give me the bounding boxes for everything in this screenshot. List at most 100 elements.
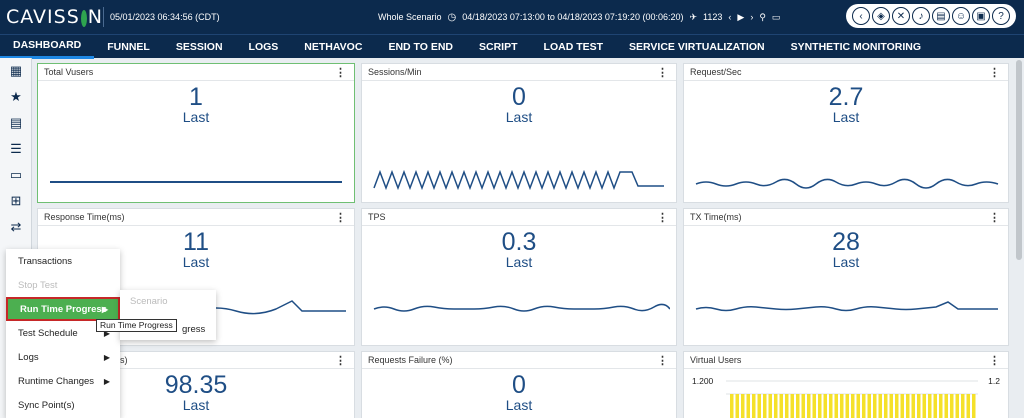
panel-request-sec[interactable]: Request/Sec ⋮ 2.7 Last [683, 63, 1009, 203]
calendar-icon[interactable]: ▭ [771, 11, 781, 22]
menu-item-label: Sync Point(s) [18, 399, 75, 411]
kebab-menu-icon[interactable]: ⋮ [335, 67, 346, 79]
panel-tps[interactable]: TPS ⋮ 0.3 Last [361, 208, 677, 346]
kebab-menu-icon[interactable]: ⋮ [335, 212, 346, 224]
kebab-menu-icon[interactable]: ⋮ [657, 212, 668, 224]
bar [966, 394, 970, 418]
sparkline [695, 301, 998, 312]
y-axis-right-label: 1.2 [988, 376, 1000, 386]
help-icon[interactable]: ? [992, 7, 1010, 25]
scenario-label[interactable]: Whole Scenario [378, 12, 442, 22]
bar [807, 394, 811, 418]
bar [955, 394, 959, 418]
submenu-arrow-icon: ▶ [101, 304, 108, 314]
bar [917, 394, 921, 418]
play-icon[interactable]: ▶ [737, 11, 745, 22]
tab-logs[interactable]: LOGS [248, 40, 279, 53]
menu-item-run-time-progress[interactable]: Run Time Progress ▶ [6, 297, 120, 321]
vertical-scrollbar[interactable] [1016, 60, 1022, 260]
bar [884, 394, 888, 418]
panel-title: s) [120, 355, 128, 365]
bar [939, 394, 943, 418]
panel-label: Last [832, 254, 860, 270]
kebab-menu-icon[interactable]: ⋮ [657, 355, 668, 367]
menu-item-label: Test Schedule [18, 327, 78, 339]
star-icon[interactable]: ★ [10, 89, 22, 104]
plane-icon: ✈ [689, 11, 698, 22]
bar [785, 394, 789, 418]
monitor-icon[interactable]: ▣ [972, 7, 990, 25]
tab-service-virtualization[interactable]: SERVICE VIRTUALIZATION [629, 40, 765, 53]
panel-title: Total Vusers [44, 67, 94, 77]
cross-icon[interactable]: ✕ [892, 7, 910, 25]
tab-script[interactable]: SCRIPT [479, 40, 518, 53]
menu-item-logs[interactable]: Logs ▶ [6, 345, 120, 369]
kebab-menu-icon[interactable]: ⋮ [335, 355, 346, 367]
tab-end-to-end[interactable]: END TO END [388, 40, 454, 53]
kebab-menu-icon[interactable]: ⋮ [989, 67, 1000, 79]
grid-icon[interactable]: ▦ [9, 63, 23, 78]
panel-label: Last [832, 109, 860, 125]
panel-title: Request/Sec [690, 67, 742, 77]
calendar-icon[interactable]: ▤ [9, 115, 23, 130]
top-icon-group: ‹ ◈ ✕ ♪ ▤ ☺ ▣ ? [846, 4, 1016, 28]
logo-o-icon [80, 9, 87, 27]
menu-item-transactions[interactable]: Transactions [6, 249, 120, 273]
panel-title: Virtual Users [690, 355, 742, 365]
time-range[interactable]: 04/18/2023 07:13:00 to 04/18/2023 07:19:… [462, 12, 684, 22]
drop-icon[interactable]: ◈ [872, 7, 890, 25]
panel-value: 0 [512, 371, 526, 399]
panel-requests-failure[interactable]: Requests Failure (%) ⋮ 0 Last [361, 351, 677, 418]
tab-funnel[interactable]: FUNNEL [107, 40, 150, 53]
panel-title: TPS [368, 212, 386, 222]
panel-virtual-users[interactable]: Virtual Users ⋮ 1.200 1.2 [683, 351, 1009, 418]
y-axis-left-label: 1.200 [692, 376, 714, 386]
panel-tx-time[interactable]: TX Time(ms) ⋮ 28 Last [683, 208, 1009, 346]
kebab-menu-icon[interactable]: ⋮ [989, 355, 1000, 367]
next-icon[interactable]: › [750, 12, 754, 22]
sparkline [373, 303, 670, 312]
menu-item-test-schedule[interactable]: Test Schedule ▶ [6, 321, 120, 345]
bar [834, 394, 838, 418]
panel-total-vusers[interactable]: Total Vusers ⋮ 1 Last [37, 63, 355, 203]
monitor-icon[interactable]: ▭ [9, 167, 23, 182]
bar [801, 394, 805, 418]
panel-label: Last [182, 254, 210, 270]
kebab-menu-icon[interactable]: ⋮ [989, 212, 1000, 224]
submenu-item-run-time-progress[interactable]: gress [182, 323, 206, 335]
bar [961, 394, 965, 418]
kebab-menu-icon[interactable]: ⋮ [657, 67, 668, 79]
bell-icon[interactable]: ♪ [912, 7, 930, 25]
clock-icon: ◷ [447, 11, 457, 23]
mail-icon[interactable]: ▤ [932, 7, 950, 25]
tab-load-test[interactable]: LOAD TEST [543, 40, 604, 53]
bar [763, 394, 767, 418]
panel-label: Last [505, 109, 533, 125]
user-icon[interactable]: ☺ [952, 7, 970, 25]
bar [922, 394, 926, 418]
current-datetime: 05/01/2023 06:34:56 (CDT) [110, 12, 220, 22]
menu-item-runtime-changes[interactable]: Runtime Changes ▶ [6, 369, 120, 393]
tab-session[interactable]: SESSION [175, 40, 223, 53]
transfer-icon[interactable]: ⇄ [10, 219, 22, 234]
context-menu: Transactions Stop Test Run Time Progress… [6, 249, 120, 418]
sparkline [50, 181, 342, 183]
panel-title: Requests Failure (%) [368, 355, 453, 365]
panel-value: 1 [189, 83, 203, 111]
menu-item-sync-points[interactable]: Sync Point(s) [6, 393, 120, 417]
tab-synthetic-monitoring[interactable]: SYNTHETIC MONITORING [790, 40, 922, 53]
bar [774, 394, 778, 418]
tree-icon[interactable]: ⊞ [10, 193, 22, 208]
scenario-info: Whole Scenario ◷ 04/18/2023 07:13:00 to … [292, 12, 780, 23]
tab-dashboard[interactable]: DASHBOARD [0, 35, 95, 59]
panel-value: 98.35 [164, 371, 228, 399]
filter-icon[interactable]: ⚲ [759, 11, 766, 22]
tab-nethavoc[interactable]: NETHAVOC [304, 40, 363, 53]
panel-sessions-min[interactable]: Sessions/Min ⋮ 0 Last [361, 63, 677, 203]
cavisson-logo[interactable]: CAVISS N [6, 6, 103, 28]
chevron-left-icon[interactable]: ‹ [852, 7, 870, 25]
menu-item-label: Runtime Changes [18, 375, 95, 387]
bar [895, 394, 899, 418]
prev-icon[interactable]: ‹ [728, 12, 732, 22]
report-icon[interactable]: ☰ [10, 141, 22, 156]
